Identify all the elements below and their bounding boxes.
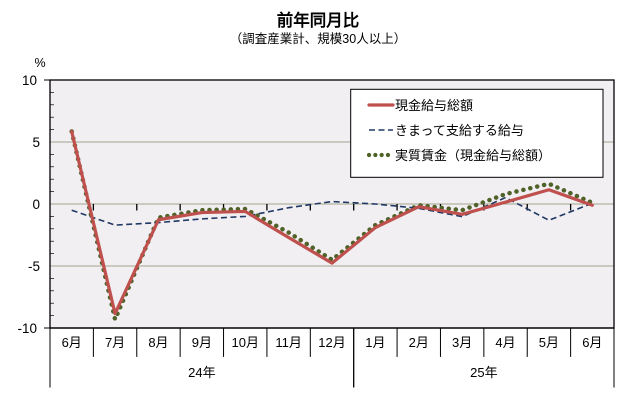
svg-text:6月: 6月 [582,335,602,350]
svg-text:1月: 1月 [365,335,385,350]
svg-text:3月: 3月 [452,335,472,350]
svg-text:きまって支給する給与: きまって支給する給与 [395,123,524,138]
svg-text:10: 10 [22,73,37,88]
svg-text:9月: 9月 [192,335,212,350]
svg-text:5: 5 [32,135,40,150]
svg-text:前年同月比: 前年同月比 [277,10,360,30]
svg-text:（調査産業計、規模30人以上）: （調査産業計、規模30人以上） [230,31,406,46]
svg-text:4月: 4月 [495,335,515,350]
svg-text:12月: 12月 [318,335,345,350]
svg-text:24年: 24年 [188,365,215,380]
svg-text:-10: -10 [17,321,37,336]
svg-text:10月: 10月 [231,335,258,350]
svg-text:5月: 5月 [539,335,559,350]
svg-text:実質賃金（現金給与総額）: 実質賃金（現金給与総額） [395,148,551,163]
svg-text:2月: 2月 [409,335,429,350]
svg-text:7月: 7月 [105,335,125,350]
svg-text:6月: 6月 [62,335,82,350]
svg-text:-5: -5 [28,259,40,274]
svg-text:0: 0 [32,197,40,212]
svg-text:8月: 8月 [148,335,168,350]
svg-text:11月: 11月 [275,335,302,350]
svg-text:現金給与総額: 現金給与総額 [395,98,473,113]
svg-text:%: % [34,56,45,70]
svg-text:25年: 25年 [470,365,497,380]
